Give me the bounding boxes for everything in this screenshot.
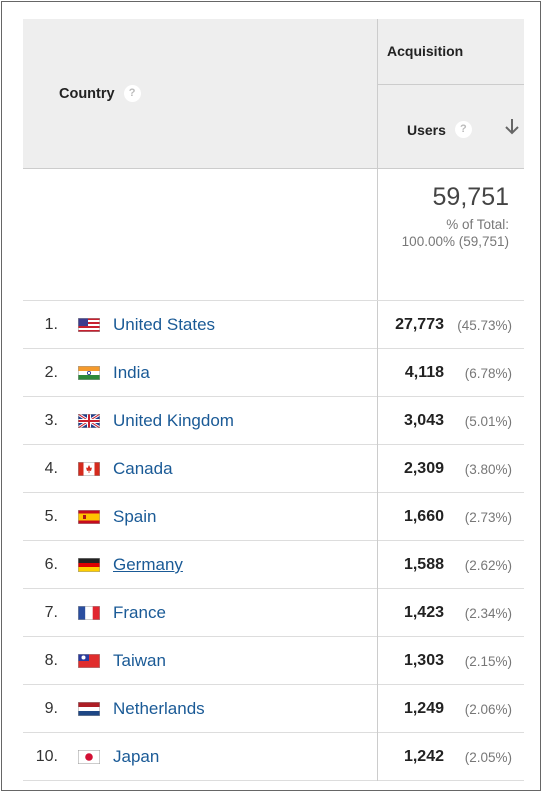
row-rank: 4. xyxy=(44,460,58,477)
table-body: 1. United States 27,773 (45.73%) 2. India 4,11… xyxy=(23,301,524,781)
total-users-value: 59,751 xyxy=(432,183,509,211)
row-rank: 9. xyxy=(44,700,58,717)
country-link[interactable]: Spain xyxy=(113,507,157,526)
column-divider xyxy=(377,19,378,168)
column-divider xyxy=(377,397,378,445)
users-percentage: (2.05%) xyxy=(464,750,512,765)
users-percentage: (2.34%) xyxy=(464,606,512,621)
total-percentage: % of Total: 100.00% (59,751) xyxy=(402,216,509,250)
users-percentage: (5.01%) xyxy=(464,414,512,429)
users-value: 1,660 xyxy=(403,508,444,525)
flag-gb-icon xyxy=(78,414,100,428)
column-divider xyxy=(377,445,378,493)
column-divider xyxy=(377,493,378,541)
country-link[interactable]: India xyxy=(113,363,150,382)
users-value: 1,303 xyxy=(403,652,444,669)
column-divider xyxy=(377,685,378,733)
table-row: 3. United Kingdom 3,043 (5.01%) xyxy=(23,397,524,445)
row-rank: 8. xyxy=(44,652,58,669)
users-percentage: (2.15%) xyxy=(464,654,512,669)
users-value: 2,309 xyxy=(403,460,444,477)
table-row: 9. Netherlands 1,249 (2.06%) xyxy=(23,685,524,733)
users-value: 27,773 xyxy=(395,316,444,333)
country-header-label: Country xyxy=(59,85,115,102)
users-header-label: Users xyxy=(407,121,446,138)
users-percentage: (2.73%) xyxy=(464,510,512,525)
arrow-down-icon[interactable] xyxy=(504,118,520,136)
column-divider xyxy=(377,541,378,589)
flag-es-icon xyxy=(78,510,100,524)
users-percentage: (2.06%) xyxy=(464,702,512,717)
row-rank: 6. xyxy=(44,556,58,573)
country-link[interactable]: Netherlands xyxy=(113,699,205,718)
users-value: 1,249 xyxy=(403,700,444,717)
users-value: 1,242 xyxy=(403,748,444,765)
flag-jp-icon xyxy=(78,750,100,764)
country-link[interactable]: Canada xyxy=(113,459,173,478)
users-value: 3,043 xyxy=(403,412,444,429)
row-rank: 7. xyxy=(44,604,58,621)
country-users-table: Country ? Acquisition Users ? 59,751 % o… xyxy=(23,19,524,781)
table-row: 6. Germany 1,588 (2.62%) xyxy=(23,541,524,589)
flag-in-icon xyxy=(78,366,100,380)
help-icon[interactable]: ? xyxy=(454,121,472,138)
users-column-header[interactable]: Users ? xyxy=(407,121,472,138)
row-rank: 10. xyxy=(35,748,58,765)
row-rank: 1. xyxy=(44,316,58,333)
table-row: 2. India 4,118 (6.78%) xyxy=(23,349,524,397)
users-percentage: (2.62%) xyxy=(464,558,512,573)
country-link[interactable]: Japan xyxy=(113,747,160,766)
users-value: 4,118 xyxy=(404,364,444,381)
help-icon[interactable]: ? xyxy=(123,85,141,102)
country-link[interactable]: France xyxy=(113,603,166,622)
percent-of-total-label: % of Total: xyxy=(446,217,509,232)
percent-of-total-value: 100.00% (59,751) xyxy=(401,234,509,249)
row-rank: 5. xyxy=(44,508,58,525)
column-divider xyxy=(377,589,378,637)
flag-us-icon xyxy=(78,318,100,332)
column-divider xyxy=(377,733,378,781)
flag-de-icon xyxy=(78,558,100,572)
column-divider xyxy=(377,169,378,300)
column-divider xyxy=(377,349,378,397)
users-value: 1,588 xyxy=(403,556,444,573)
column-divider xyxy=(377,637,378,685)
flag-tw-icon xyxy=(78,654,100,668)
table-row: 10. Japan 1,242 (2.05%) xyxy=(23,733,524,781)
country-column-header[interactable]: Country ? xyxy=(59,85,141,102)
flag-fr-icon xyxy=(78,606,100,620)
users-value: 1,423 xyxy=(403,604,444,621)
table-row: 7. France 1,423 (2.34%) xyxy=(23,589,524,637)
country-link[interactable]: Taiwan xyxy=(113,651,166,670)
users-percentage: (6.78%) xyxy=(464,366,512,381)
table-row: 8. Taiwan 1,303 (2.15%) xyxy=(23,637,524,685)
users-percentage: (45.73%) xyxy=(457,318,512,333)
country-link[interactable]: Germany xyxy=(113,555,183,574)
table-row: 5. Spain 1,660 (2.73%) xyxy=(23,493,524,541)
row-rank: 2. xyxy=(44,364,58,381)
table-header: Country ? Acquisition Users ? xyxy=(23,19,524,169)
flag-ca-icon xyxy=(78,462,100,476)
users-percentage: (3.80%) xyxy=(464,462,512,477)
country-link[interactable]: United Kingdom xyxy=(113,411,234,430)
table-row: 4. Canada 2,309 (3.80%) xyxy=(23,445,524,493)
acquisition-group-header: Acquisition xyxy=(387,43,464,59)
totals-row: 59,751 % of Total: 100.00% (59,751) xyxy=(23,169,524,301)
column-divider xyxy=(377,301,378,349)
table-row: 1. United States 27,773 (45.73%) xyxy=(23,301,524,349)
flag-nl-icon xyxy=(78,702,100,716)
country-link[interactable]: United States xyxy=(113,315,216,334)
header-divider xyxy=(378,84,524,85)
row-rank: 3. xyxy=(44,412,58,429)
